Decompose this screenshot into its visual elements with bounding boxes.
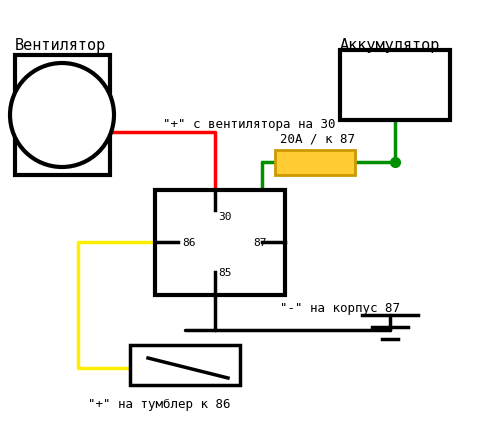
Text: "-" на корпус 87: "-" на корпус 87 — [280, 302, 400, 315]
Text: "+" на тумблер к 86: "+" на тумблер к 86 — [88, 398, 230, 411]
Text: 30: 30 — [218, 212, 231, 222]
Bar — [275, 150, 355, 175]
Text: Вентилятор: Вентилятор — [15, 38, 106, 53]
Bar — [340, 50, 450, 120]
Text: Аккумулятор: Аккумулятор — [340, 38, 440, 53]
Text: "+" с вентилятора на 30: "+" с вентилятора на 30 — [163, 118, 336, 131]
Bar — [130, 345, 240, 385]
Bar — [15, 55, 110, 175]
Text: 86: 86 — [182, 238, 196, 248]
Text: 20A / к 87: 20A / к 87 — [280, 132, 355, 145]
Bar — [155, 190, 285, 295]
Text: 87: 87 — [253, 238, 267, 248]
Text: 85: 85 — [218, 268, 231, 278]
Circle shape — [10, 63, 114, 167]
